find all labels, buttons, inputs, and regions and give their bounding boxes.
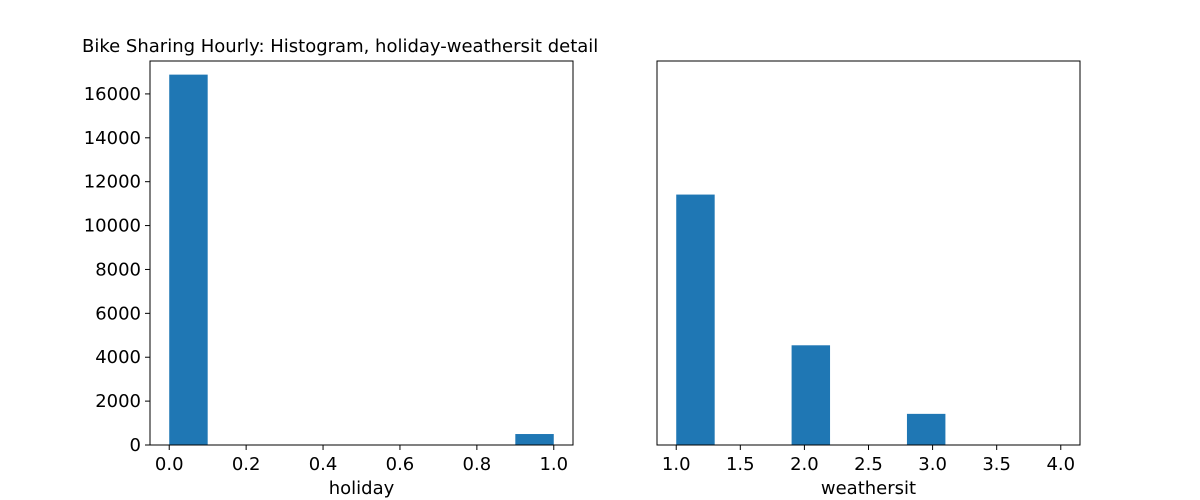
x-tick-label: 1.5 <box>726 454 755 475</box>
y-tick-label: 14000 <box>84 128 141 149</box>
y-tick-label: 2000 <box>95 391 141 412</box>
y-tick-label: 12000 <box>84 172 141 193</box>
x-tick-label: 0.0 <box>155 454 184 475</box>
y-tick-label: 0 <box>130 435 141 456</box>
weathersit-histogram-panel: 1.0 1.5 2.0 2.5 3.0 3.5 4.0 weathersit <box>656 60 1081 499</box>
axes-frame <box>149 60 574 446</box>
x-tick-label: 0.2 <box>232 454 261 475</box>
x-tick-label: 1.0 <box>662 454 691 475</box>
x-axis-label: holiday <box>329 478 395 499</box>
x-tick-label: 3.0 <box>918 454 947 475</box>
y-tick-label: 8000 <box>95 259 141 280</box>
x-tick-label: 3.5 <box>982 454 1011 475</box>
histogram-bar <box>906 413 946 445</box>
x-tick-label: 0.6 <box>386 454 415 475</box>
y-tick-label: 10000 <box>84 216 141 237</box>
y-tick-label: 4000 <box>95 347 141 368</box>
x-tick-label: 0.4 <box>309 454 338 475</box>
histogram-bar <box>676 194 715 445</box>
x-tick-label: 2.5 <box>854 454 883 475</box>
holiday-histogram-panel: 0.0 0.2 0.4 0.6 0.8 1.0 0 2000 4000 6000 8000 10000… <box>84 60 574 499</box>
x-axis-label: weathersit <box>821 478 916 499</box>
histogram-bar <box>791 345 831 445</box>
y-tick-label: 16000 <box>84 84 141 105</box>
y-tick-label: 6000 <box>95 303 141 324</box>
axes-frame <box>656 60 1081 446</box>
x-tick-label: 2.0 <box>790 454 819 475</box>
histogram-bar <box>169 74 208 445</box>
histogram-bar <box>515 434 554 445</box>
x-tick-label: 1.0 <box>539 454 568 475</box>
x-tick-label: 0.8 <box>463 454 492 475</box>
chart-title: Bike Sharing Hourly: Histogram, holiday-… <box>82 36 598 57</box>
x-tick-label: 4.0 <box>1046 454 1075 475</box>
